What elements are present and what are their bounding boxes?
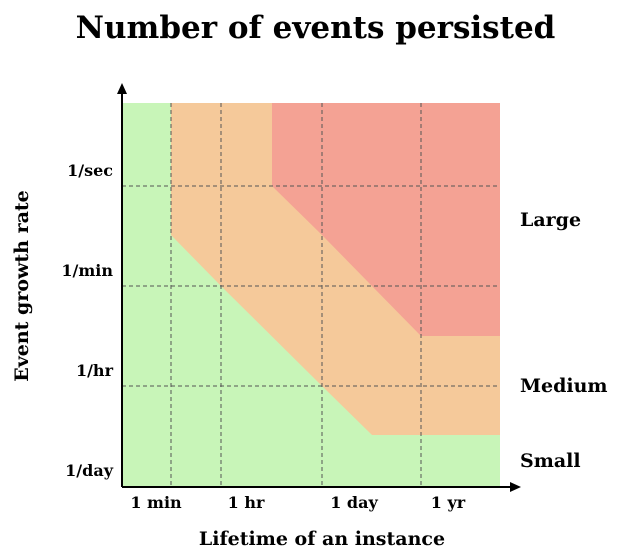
zone-large-area xyxy=(272,103,500,336)
x-axis-title: Lifetime of an instance xyxy=(199,528,445,550)
x-tick-label: 1 hr xyxy=(228,493,265,512)
y-tick-label: 1/min xyxy=(61,261,113,280)
x-tick-label: 1 yr xyxy=(431,493,466,512)
labels-layer: 1 min 1 hr 1 day 1 yr 1/day 1/hr 1/min 1/sec Lif… xyxy=(11,161,608,550)
chart-title: Number of events persisted xyxy=(75,10,556,46)
x-tick-label: 1 day xyxy=(330,493,378,512)
y-tick-label: 1/hr xyxy=(76,361,114,380)
zone-label-medium: Medium xyxy=(520,375,608,397)
y-axis-arrow-icon xyxy=(117,83,127,94)
axes-layer xyxy=(117,83,521,492)
zone-label-small: Small xyxy=(520,450,581,472)
zone-label-large: Large xyxy=(520,209,581,231)
zones-layer xyxy=(122,103,500,487)
y-tick-label: 1/day xyxy=(65,461,114,480)
x-axis-arrow-icon xyxy=(510,482,521,492)
y-axis-title: Event growth rate xyxy=(11,190,33,382)
x-tick-label: 1 min xyxy=(130,493,182,512)
grid-layer xyxy=(122,103,500,487)
y-tick-label: 1/sec xyxy=(67,161,113,180)
